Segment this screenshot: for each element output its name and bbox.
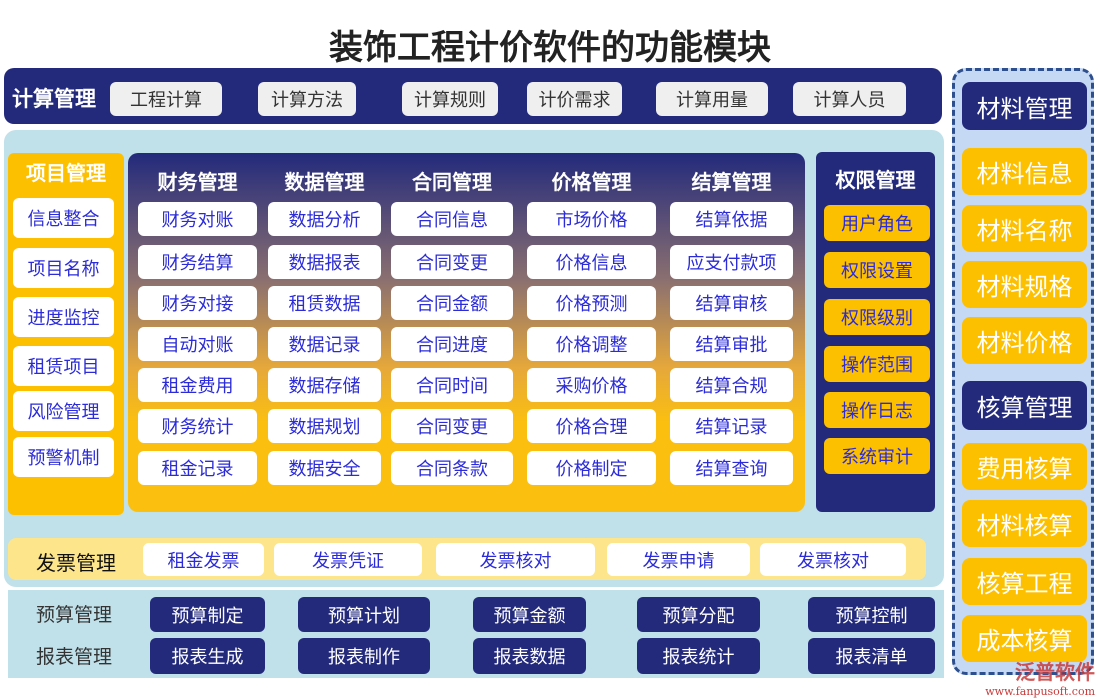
report-management-label: 报表管理 bbox=[36, 645, 113, 668]
module-item[interactable]: 合同进度 bbox=[391, 327, 513, 361]
module-item[interactable]: 结算审批 bbox=[670, 327, 793, 361]
material-item[interactable]: 材料信息 bbox=[962, 148, 1087, 195]
budget-item[interactable]: 预算制定 bbox=[150, 597, 265, 632]
budget-management-label: 预算管理 bbox=[36, 603, 113, 626]
calc-management-label: 计算管理 bbox=[12, 86, 96, 111]
module-item[interactable]: 合同条款 bbox=[391, 451, 513, 485]
module-item[interactable]: 财务对接 bbox=[138, 286, 257, 320]
accounting-item[interactable]: 材料核算 bbox=[962, 500, 1087, 547]
logo-name: 泛普软件 bbox=[1015, 660, 1095, 684]
project-item[interactable]: 风险管理 bbox=[13, 391, 114, 431]
project-item[interactable]: 项目名称 bbox=[13, 248, 114, 288]
module-item[interactable]: 市场价格 bbox=[527, 202, 656, 236]
module-item[interactable]: 价格信息 bbox=[527, 245, 656, 279]
project-item[interactable]: 租赁项目 bbox=[13, 346, 114, 386]
permission-item[interactable]: 系统审计 bbox=[824, 438, 930, 474]
calc-item[interactable]: 计算人员 bbox=[793, 82, 906, 116]
module-header: 数据管理 bbox=[284, 169, 365, 194]
module-item[interactable]: 数据存储 bbox=[268, 368, 381, 402]
module-item[interactable]: 租金记录 bbox=[138, 451, 257, 485]
module-item[interactable]: 价格预测 bbox=[527, 286, 656, 320]
calc-item[interactable]: 工程计算 bbox=[110, 82, 222, 116]
project-item[interactable]: 进度监控 bbox=[13, 297, 114, 337]
budget-item[interactable]: 预算金额 bbox=[473, 597, 586, 632]
logo-watermark: 泛普软件 www.fanpusoft.com bbox=[970, 656, 1095, 700]
module-header: 结算管理 bbox=[691, 169, 772, 194]
module-item[interactable]: 结算合规 bbox=[670, 368, 793, 402]
invoice-management-label: 发票管理 bbox=[36, 550, 116, 575]
calc-item[interactable]: 计算用量 bbox=[656, 82, 768, 116]
permission-item[interactable]: 操作日志 bbox=[824, 392, 930, 428]
permission-management-label: 权限管理 bbox=[835, 167, 916, 192]
material-management-header: 材料管理 bbox=[962, 82, 1087, 130]
module-item[interactable]: 合同时间 bbox=[391, 368, 513, 402]
module-item[interactable]: 合同信息 bbox=[391, 202, 513, 236]
module-item[interactable]: 合同变更 bbox=[391, 245, 513, 279]
accounting-item[interactable]: 费用核算 bbox=[962, 443, 1087, 490]
invoice-item[interactable]: 发票申请 bbox=[607, 543, 750, 576]
budget-item[interactable]: 预算计划 bbox=[298, 597, 430, 632]
module-item[interactable]: 数据安全 bbox=[268, 451, 381, 485]
budget-item[interactable]: 预算控制 bbox=[808, 597, 935, 632]
calc-item[interactable]: 计算方法 bbox=[258, 82, 356, 116]
module-header: 合同管理 bbox=[412, 169, 492, 194]
module-item[interactable]: 数据分析 bbox=[268, 202, 381, 236]
module-item[interactable]: 价格合理 bbox=[527, 409, 656, 443]
module-item[interactable]: 数据报表 bbox=[268, 245, 381, 279]
budget-item[interactable]: 预算分配 bbox=[637, 597, 760, 632]
material-item[interactable]: 材料名称 bbox=[962, 205, 1087, 252]
report-item[interactable]: 报表数据 bbox=[473, 638, 586, 674]
module-item[interactable]: 租金费用 bbox=[138, 368, 257, 402]
module-item[interactable]: 采购价格 bbox=[527, 368, 656, 402]
project-management-label: 项目管理 bbox=[26, 160, 106, 185]
module-item[interactable]: 结算依据 bbox=[670, 202, 793, 236]
module-item[interactable]: 应支付款项 bbox=[670, 245, 793, 279]
invoice-item[interactable]: 发票核对 bbox=[760, 543, 906, 576]
calc-item[interactable]: 计价需求 bbox=[527, 82, 622, 116]
module-item[interactable]: 结算查询 bbox=[670, 451, 793, 485]
accounting-item[interactable]: 成本核算 bbox=[962, 615, 1087, 662]
module-header: 价格管理 bbox=[551, 169, 632, 194]
module-item[interactable]: 合同金额 bbox=[391, 286, 513, 320]
permission-item[interactable]: 权限设置 bbox=[824, 252, 930, 288]
module-item[interactable]: 结算审核 bbox=[670, 286, 793, 320]
invoice-item[interactable]: 租金发票 bbox=[143, 543, 264, 576]
module-item[interactable]: 自动对账 bbox=[138, 327, 257, 361]
material-item[interactable]: 材料规格 bbox=[962, 261, 1087, 308]
module-item[interactable]: 价格调整 bbox=[527, 327, 656, 361]
report-item[interactable]: 报表生成 bbox=[150, 638, 265, 674]
module-item[interactable]: 财务统计 bbox=[138, 409, 257, 443]
logo-url: www.fanpusoft.com bbox=[985, 685, 1095, 698]
module-item[interactable]: 结算记录 bbox=[670, 409, 793, 443]
permission-item[interactable]: 权限级别 bbox=[824, 299, 930, 335]
invoice-item[interactable]: 发票核对 bbox=[436, 543, 595, 576]
module-item[interactable]: 合同变更 bbox=[391, 409, 513, 443]
permission-item[interactable]: 操作范围 bbox=[824, 346, 930, 382]
module-item[interactable]: 数据记录 bbox=[268, 327, 381, 361]
material-item[interactable]: 材料价格 bbox=[962, 317, 1087, 364]
project-item[interactable]: 预警机制 bbox=[13, 437, 114, 477]
report-item[interactable]: 报表统计 bbox=[637, 638, 760, 674]
project-item[interactable]: 信息整合 bbox=[13, 198, 114, 238]
module-item[interactable]: 数据规划 bbox=[268, 409, 381, 443]
accounting-management-header: 核算管理 bbox=[962, 381, 1087, 430]
accounting-item[interactable]: 核算工程 bbox=[962, 558, 1087, 605]
report-item[interactable]: 报表制作 bbox=[298, 638, 430, 674]
calc-item[interactable]: 计算规则 bbox=[402, 82, 498, 116]
page-title: 装饰工程计价软件的功能模块 bbox=[329, 28, 771, 68]
permission-item[interactable]: 用户角色 bbox=[824, 205, 930, 241]
module-item[interactable]: 租赁数据 bbox=[268, 286, 381, 320]
invoice-item[interactable]: 发票凭证 bbox=[274, 543, 422, 576]
report-item[interactable]: 报表清单 bbox=[808, 638, 935, 674]
module-header: 财务管理 bbox=[157, 169, 238, 194]
module-item[interactable]: 价格制定 bbox=[527, 451, 656, 485]
module-item[interactable]: 财务结算 bbox=[138, 245, 257, 279]
module-item[interactable]: 财务对账 bbox=[138, 202, 257, 236]
